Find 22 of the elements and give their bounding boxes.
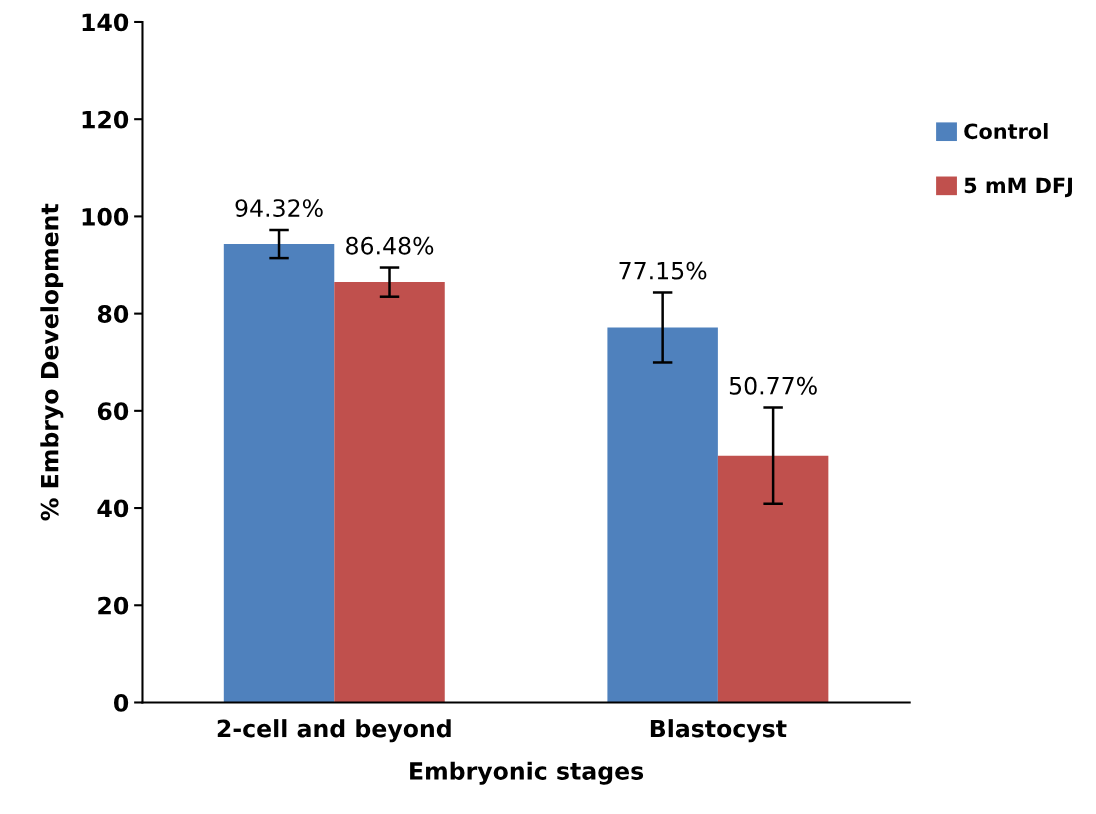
legend-label: 5 mM DFJ bbox=[964, 177, 1072, 198]
data-label: 86.48% bbox=[346, 236, 434, 255]
data-label: 94.32% bbox=[235, 199, 323, 218]
bar bbox=[607, 327, 718, 703]
y-tick-label: 60 bbox=[97, 402, 129, 421]
y-tick-label: 120 bbox=[82, 110, 129, 129]
data-label: 77.15% bbox=[619, 261, 707, 280]
x-axis-title: Embryonic stages bbox=[410, 761, 644, 785]
x-tick-label: Blastocyst bbox=[650, 719, 787, 743]
x-tick-label: 2-cell and beyond bbox=[217, 719, 451, 743]
y-tick-label: 140 bbox=[82, 13, 129, 32]
data-label: 50.77% bbox=[729, 376, 817, 395]
y-axis-title: % Embryo Development bbox=[40, 203, 64, 521]
bar bbox=[334, 282, 445, 703]
y-tick-label: 0 bbox=[113, 693, 129, 712]
bar bbox=[223, 244, 335, 703]
y-tick-label: 100 bbox=[82, 207, 129, 226]
legend-label: Control bbox=[964, 123, 1048, 140]
y-tick-label: 80 bbox=[97, 305, 129, 323]
bar bbox=[717, 455, 829, 703]
y-tick-label: 20 bbox=[98, 596, 129, 615]
y-tick-label: 40 bbox=[97, 499, 129, 518]
